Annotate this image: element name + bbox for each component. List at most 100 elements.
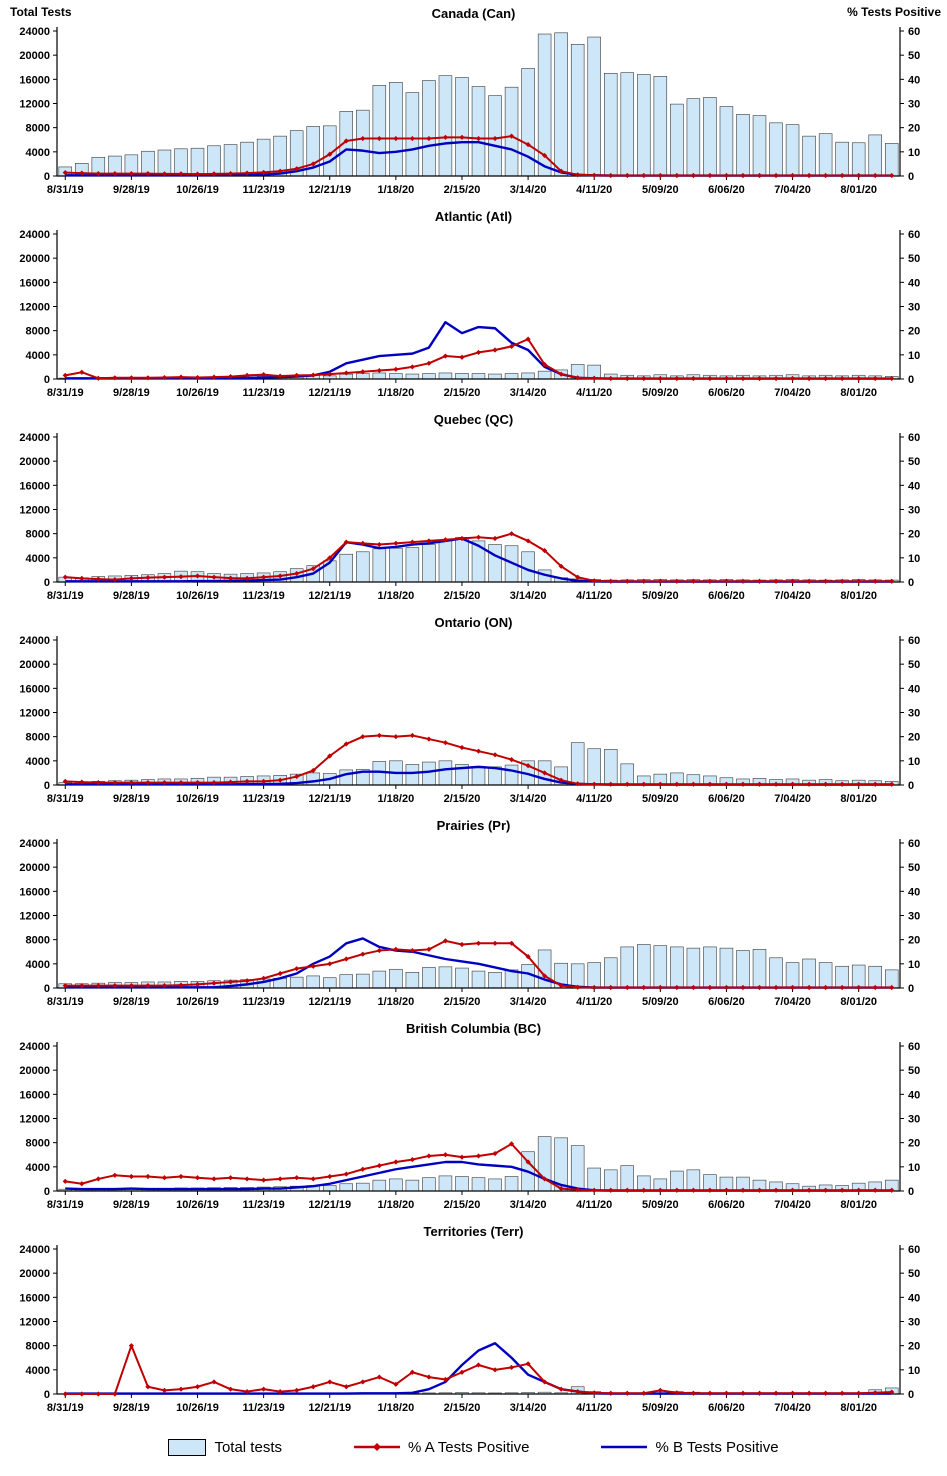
panel-title-row: Atlantic (Atl) (0, 206, 947, 227)
svg-text:8/31/19: 8/31/19 (47, 387, 84, 399)
svg-text:6/06/20: 6/06/20 (708, 1199, 745, 1211)
svg-text:4/11/20: 4/11/20 (576, 387, 612, 399)
svg-text:8/31/19: 8/31/19 (47, 1199, 84, 1211)
legend-item-a-positive: % A Tests Positive (353, 1439, 529, 1456)
svg-text:10: 10 (908, 1365, 920, 1377)
svg-text:6/06/20: 6/06/20 (708, 387, 745, 399)
svg-text:6/06/20: 6/06/20 (708, 793, 745, 805)
svg-text:0: 0 (44, 577, 50, 589)
svg-text:12/21/19: 12/21/19 (308, 387, 351, 399)
svg-text:11/23/19: 11/23/19 (243, 184, 285, 196)
svg-text:11/23/19: 11/23/19 (243, 1402, 285, 1414)
svg-text:0: 0 (44, 983, 50, 995)
svg-text:8000: 8000 (26, 123, 50, 135)
svg-text:1/18/20: 1/18/20 (378, 793, 415, 805)
svg-text:12/21/19: 12/21/19 (308, 793, 351, 805)
svg-text:0: 0 (44, 374, 50, 386)
svg-text:9/28/19: 9/28/19 (113, 387, 150, 399)
svg-text:8/01/20: 8/01/20 (840, 590, 877, 602)
svg-text:1/18/20: 1/18/20 (378, 387, 415, 399)
svg-text:20: 20 (908, 935, 920, 947)
legend-swatch-line-b (601, 1440, 648, 1454)
svg-text:2/15/20: 2/15/20 (444, 996, 481, 1008)
svg-text:40: 40 (908, 886, 920, 898)
svg-text:12/21/19: 12/21/19 (308, 996, 351, 1008)
svg-text:4000: 4000 (26, 1365, 50, 1377)
svg-text:30: 30 (908, 708, 920, 720)
panel-title-row: Quebec (QC) (0, 409, 947, 430)
chart-legend: Total tests % A Tests Positive % B Tests… (0, 1424, 947, 1470)
chart-canada: 0 4000 8000 12000 16000 20000 24000 0 10 20 30 40 50… (19, 26, 920, 196)
svg-text:12/21/19: 12/21/19 (308, 1402, 351, 1414)
chart-territories: 0 4000 8000 12000 16000 20000 24000 0 10 20 30 40 50… (19, 1244, 920, 1414)
svg-text:0: 0 (908, 171, 914, 183)
svg-text:10: 10 (908, 147, 920, 159)
svg-text:60: 60 (908, 838, 920, 850)
chart-atlantic: 0 4000 8000 12000 16000 20000 24000 0 10 20 30 40 50… (19, 229, 920, 399)
svg-text:20: 20 (908, 732, 920, 744)
svg-text:12000: 12000 (19, 1114, 50, 1126)
svg-text:60: 60 (908, 26, 920, 38)
svg-text:5/09/20: 5/09/20 (642, 793, 679, 805)
svg-text:12000: 12000 (19, 302, 50, 314)
svg-text:10: 10 (908, 350, 920, 362)
svg-text:60: 60 (908, 1041, 920, 1053)
svg-text:8000: 8000 (26, 326, 50, 338)
svg-text:8/31/19: 8/31/19 (47, 793, 84, 805)
svg-text:3/14/20: 3/14/20 (510, 590, 547, 602)
svg-text:12/21/19: 12/21/19 (308, 184, 351, 196)
svg-text:0: 0 (908, 1389, 914, 1401)
svg-text:16000: 16000 (19, 886, 50, 898)
svg-text:4/11/20: 4/11/20 (576, 1402, 612, 1414)
chart-title-territories: Territories (Terr) (423, 1224, 524, 1239)
svg-text:30: 30 (908, 911, 920, 923)
svg-text:16000: 16000 (19, 683, 50, 695)
svg-text:8/31/19: 8/31/19 (47, 184, 84, 196)
chart-ontario: 0 4000 8000 12000 16000 20000 24000 0 10 20 30 40 50… (19, 635, 920, 805)
svg-text:50: 50 (908, 862, 920, 874)
svg-text:60: 60 (908, 432, 920, 444)
panel-title-row: Ontario (ON) (0, 612, 947, 633)
svg-text:12000: 12000 (19, 911, 50, 923)
svg-text:10/26/19: 10/26/19 (176, 387, 219, 399)
svg-text:24000: 24000 (19, 1041, 50, 1053)
svg-text:30: 30 (908, 1114, 920, 1126)
svg-text:8/31/19: 8/31/19 (47, 590, 84, 602)
svg-text:30: 30 (908, 505, 920, 517)
svg-text:3/14/20: 3/14/20 (510, 793, 547, 805)
svg-text:0: 0 (908, 983, 914, 995)
svg-text:20000: 20000 (19, 50, 50, 62)
svg-text:20000: 20000 (19, 1065, 50, 1077)
svg-text:6/06/20: 6/06/20 (708, 590, 745, 602)
chart-title-prairies: Prairies (Pr) (436, 818, 511, 833)
svg-text:24000: 24000 (19, 26, 50, 38)
svg-text:2/15/20: 2/15/20 (444, 793, 481, 805)
chart-panel-territories: Territories (Terr) 0 4000 8000 12000 16000 20… (0, 1221, 947, 1424)
svg-text:2/15/20: 2/15/20 (444, 387, 481, 399)
svg-text:16000: 16000 (19, 480, 50, 492)
chart-title-quebec: Quebec (QC) (433, 412, 514, 427)
svg-text:20: 20 (908, 529, 920, 541)
svg-text:30: 30 (908, 302, 920, 314)
svg-text:20000: 20000 (19, 862, 50, 874)
svg-text:6/06/20: 6/06/20 (708, 184, 745, 196)
svg-text:0: 0 (44, 780, 50, 792)
svg-text:20000: 20000 (19, 253, 50, 265)
chart-panel-atlantic: Atlantic (Atl) 0 4000 8000 12000 16000 20000 2… (0, 206, 947, 409)
svg-text:8/31/19: 8/31/19 (47, 996, 84, 1008)
svg-text:3/14/20: 3/14/20 (510, 1199, 547, 1211)
svg-text:0: 0 (908, 1186, 914, 1198)
svg-text:0: 0 (908, 374, 914, 386)
svg-text:9/28/19: 9/28/19 (113, 184, 150, 196)
svg-text:60: 60 (908, 229, 920, 241)
panel-title-row: British Columbia (BC) (0, 1018, 947, 1039)
svg-text:4000: 4000 (26, 553, 50, 565)
svg-text:4/11/20: 4/11/20 (576, 996, 612, 1008)
svg-text:40: 40 (908, 277, 920, 289)
chart-panel-ontario: Ontario (ON) 0 4000 8000 12000 16000 20000 240… (0, 612, 947, 815)
svg-text:24000: 24000 (19, 635, 50, 647)
svg-text:10: 10 (908, 1162, 920, 1174)
svg-text:4/11/20: 4/11/20 (576, 1199, 612, 1211)
svg-text:12000: 12000 (19, 99, 50, 111)
svg-text:3/14/20: 3/14/20 (510, 184, 547, 196)
